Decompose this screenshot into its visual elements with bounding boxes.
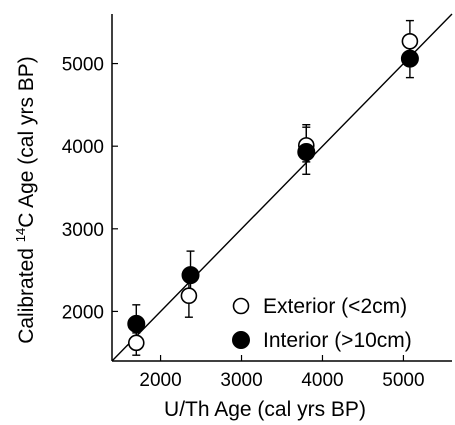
y-tick-label: 3000 [62,220,104,241]
y-tick-label: 5000 [62,55,104,76]
x-tick-label: 5000 [382,370,424,391]
axes [111,14,452,362]
x-axis-label: U/Th Age (cal yrs BP) [164,398,366,421]
legend: Exterior (<2cm) Interior (>10cm) [232,295,412,352]
legend-marker-exterior [232,297,250,315]
reference-line-1to1 [111,13,453,362]
y-tick-label: 2000 [62,302,104,323]
legend-label-interior: Interior (>10cm) [263,329,412,352]
data-point-exterior [401,32,419,50]
y-axis-label-superscript: 14 [13,228,28,242]
y-axis-label-rest: C Age (cal yrs BP) [15,56,38,228]
data-point-interior [181,266,200,285]
x-tick-label: 4000 [301,370,343,391]
data-point-interior [297,142,316,161]
legend-label-exterior: Exterior (<2cm) [263,295,407,318]
data-point-interior [127,314,146,333]
y-axis-label: Calibrated 14C Age (cal yrs BP) [13,56,38,344]
data-point-exterior [180,287,198,305]
legend-marker-interior [232,331,250,349]
data-point-interior [400,49,419,68]
y-tick-label: 4000 [62,137,104,158]
x-tick-label: 3000 [220,370,262,391]
x-tick-label: 2000 [139,370,181,391]
y-axis-label-main: Calibrated [15,242,38,344]
data-point-exterior [127,334,145,352]
